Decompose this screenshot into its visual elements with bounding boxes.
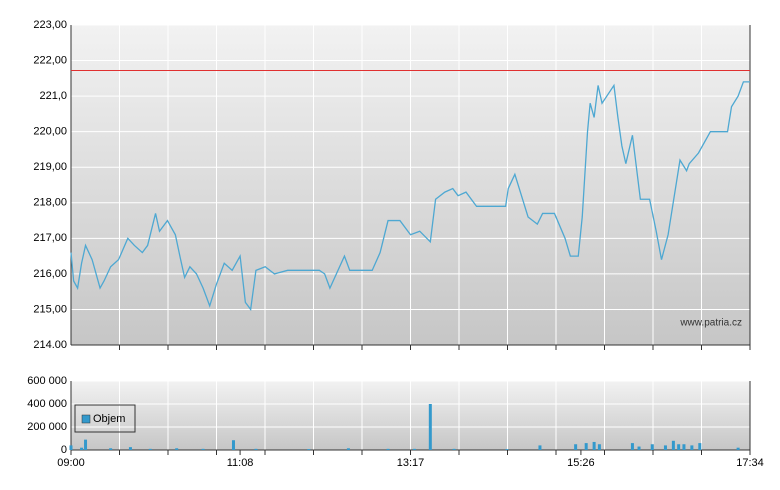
volume-bar bbox=[80, 447, 84, 450]
volume-bar bbox=[682, 444, 686, 450]
y-tick-label: 218,00 bbox=[33, 197, 67, 209]
volume-bar bbox=[175, 448, 179, 450]
volume-bar bbox=[597, 444, 601, 450]
volume-bar bbox=[698, 443, 702, 450]
volume-bar bbox=[428, 404, 432, 450]
volume-bar bbox=[346, 448, 350, 450]
y-tick-label: 216,00 bbox=[33, 268, 67, 280]
volume-bar bbox=[386, 448, 390, 450]
volume-bar bbox=[690, 445, 694, 450]
volume-bar bbox=[69, 445, 73, 450]
volume-bar bbox=[231, 440, 235, 450]
volume-bar bbox=[148, 448, 152, 450]
volume-bar bbox=[677, 444, 681, 450]
volume-bar bbox=[592, 441, 596, 450]
y-tick-label: 200 000 bbox=[27, 421, 67, 433]
legend-box bbox=[74, 404, 136, 433]
x-tick-label: 15:26 bbox=[567, 457, 595, 469]
legend-swatch bbox=[81, 414, 91, 424]
volume-bar bbox=[663, 445, 667, 450]
y-tick-label: 600 000 bbox=[27, 375, 67, 387]
watermark: www.patria.cz bbox=[679, 318, 742, 329]
x-tick-label: 09:00 bbox=[57, 457, 85, 469]
volume-bar bbox=[637, 446, 641, 450]
volume-bar bbox=[254, 448, 258, 450]
volume-bar bbox=[128, 447, 132, 450]
y-tick-label: 222,00 bbox=[33, 54, 67, 66]
volume-bar bbox=[736, 447, 740, 450]
volume-bar bbox=[650, 444, 654, 450]
legend-label: Objem bbox=[93, 413, 125, 425]
y-tick-label: 219,00 bbox=[33, 161, 67, 173]
volume-bar bbox=[84, 439, 88, 450]
y-tick-label: 214.00 bbox=[33, 339, 67, 351]
y-tick-label: 0 bbox=[61, 444, 67, 456]
volume-bar bbox=[584, 443, 588, 450]
x-tick-label: 11:08 bbox=[227, 457, 254, 469]
volume-bar bbox=[307, 449, 311, 450]
volume-bar bbox=[574, 444, 578, 450]
price-line bbox=[70, 81, 750, 312]
y-tick-label: 215,00 bbox=[33, 303, 67, 315]
x-tick-label: 17:34 bbox=[736, 457, 764, 469]
y-tick-label: 220,00 bbox=[33, 126, 67, 138]
volume-bar bbox=[505, 449, 509, 450]
volume-bar bbox=[671, 440, 675, 450]
volume-bar bbox=[201, 448, 205, 450]
volume-bar bbox=[452, 448, 456, 450]
volume-bar bbox=[538, 445, 542, 450]
volume-bar bbox=[412, 448, 416, 450]
y-tick-label: 223,00 bbox=[33, 19, 67, 31]
volume-bar bbox=[109, 448, 113, 450]
y-tick-label: 400 000 bbox=[27, 398, 67, 410]
x-tick-label: 13:17 bbox=[397, 457, 425, 469]
y-tick-label: 221,0 bbox=[39, 90, 67, 102]
y-tick-label: 217,00 bbox=[33, 232, 67, 244]
volume-bar bbox=[630, 443, 634, 450]
